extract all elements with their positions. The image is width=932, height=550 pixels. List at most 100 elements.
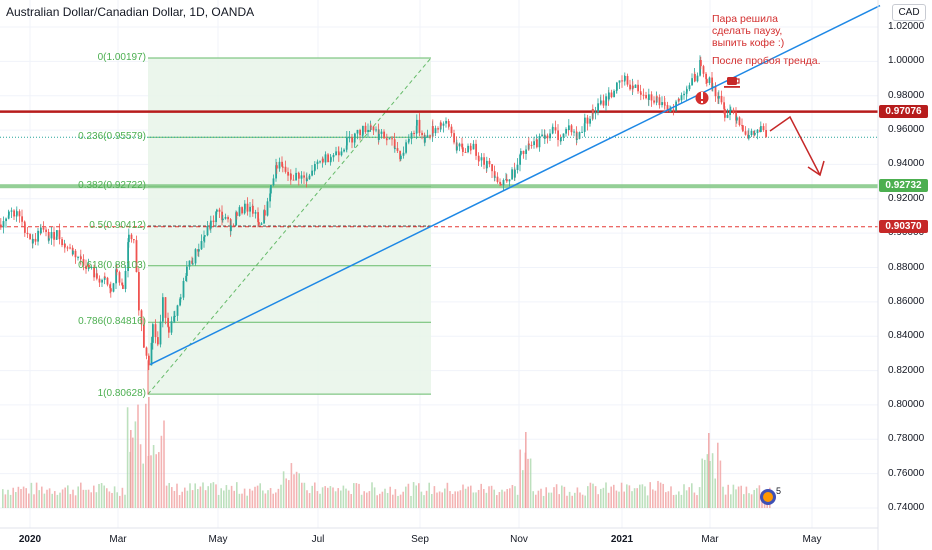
volume-bar: [384, 488, 386, 508]
price-tick-label: 0.76000: [888, 467, 925, 479]
trend-drawings[interactable]: [149, 4, 881, 505]
volume-bar: [132, 437, 134, 508]
volume-bar: [756, 488, 758, 508]
candle-body: [648, 94, 650, 100]
candle-body: [450, 126, 453, 134]
candle-body: [53, 232, 55, 240]
volume-bar: [199, 486, 202, 508]
candle-body: [198, 249, 200, 252]
candle-body: [106, 277, 109, 285]
volume-bar: [347, 490, 350, 508]
candle-body: [584, 117, 586, 124]
candle-body: [263, 210, 265, 224]
candle-body: [432, 126, 434, 134]
candle-body: [496, 176, 499, 182]
volume-bar: [111, 492, 113, 508]
candle-body: [388, 138, 391, 140]
candle-body: [10, 210, 13, 212]
volume-bar: [332, 487, 334, 508]
volume-bar: [233, 490, 235, 508]
candle-body: [182, 281, 185, 298]
candle-body: [408, 138, 410, 141]
candle-body: [260, 223, 263, 225]
candle-body: [216, 209, 218, 212]
candle-body: [204, 235, 206, 237]
volume-bar: [683, 484, 685, 508]
volume-bar: [678, 491, 680, 508]
volume-bar: [392, 494, 394, 508]
volume-bar: [236, 482, 238, 508]
price-tick-label: 0.86000: [888, 295, 925, 307]
volume-bar: [93, 485, 95, 508]
volume-bar: [124, 494, 126, 508]
volume-bar: [641, 484, 644, 508]
volume-bar: [620, 482, 623, 508]
candle-body: [437, 128, 439, 130]
volume-bar: [46, 489, 48, 508]
candle-body: [362, 125, 364, 135]
candle-body: [292, 179, 295, 181]
candle-body: [597, 103, 599, 113]
candle-body: [112, 283, 115, 292]
volume-bar: [743, 494, 745, 508]
time-tick-label: 2020: [18, 534, 42, 545]
volume-bar: [701, 458, 703, 508]
candle-body: [678, 98, 680, 101]
volume-bar: [25, 488, 27, 508]
volume-bar: [366, 492, 368, 508]
volume-bar: [33, 494, 35, 508]
candle-body: [48, 238, 50, 241]
volume-bar: [64, 487, 66, 508]
candle-body: [586, 117, 589, 124]
volume-bar: [571, 495, 573, 508]
price-tick-label: 1.00000: [888, 55, 925, 67]
candle-body: [194, 249, 197, 264]
candle-body: [287, 171, 289, 176]
price-tick-label: 0.84000: [888, 330, 925, 342]
candle-body: [222, 218, 224, 221]
horizontal-levels[interactable]: [0, 110, 878, 228]
candle-body: [270, 185, 272, 194]
candle-body: [127, 242, 129, 271]
fib-level-label: 0.618(0.88103): [78, 259, 146, 271]
candle-body: [314, 164, 316, 171]
candle-body: [8, 211, 10, 216]
volume-bar: [488, 486, 490, 508]
candle-body: [399, 150, 401, 160]
candle-body: [121, 282, 123, 285]
candle-body: [138, 272, 140, 311]
candle-body: [103, 276, 106, 280]
volume-bar: [719, 460, 722, 508]
candle-body: [754, 133, 756, 135]
volume-bar: [724, 494, 727, 508]
candle-body: [101, 279, 103, 283]
volume-bar: [394, 489, 397, 508]
candle-body: [541, 134, 543, 137]
volume-bar: [85, 489, 87, 508]
volume-bar: [574, 492, 576, 508]
candle-body: [391, 138, 393, 140]
candle-body: [393, 139, 396, 149]
candle-body: [583, 123, 586, 132]
currency-button[interactable]: CAD: [892, 4, 926, 21]
fibonacci-retracement[interactable]: [147, 57, 432, 395]
volume-bar: [272, 493, 274, 508]
volume-bar: [438, 491, 441, 508]
candle-body: [645, 94, 647, 99]
volume-bar: [623, 491, 625, 508]
volume-bar: [587, 486, 589, 508]
volume-bar: [267, 490, 269, 508]
candle-body: [290, 173, 292, 180]
volume-bar: [38, 490, 40, 508]
candle-body: [621, 80, 623, 82]
volume-bar: [748, 493, 750, 508]
candle-body: [319, 161, 321, 163]
volume-bar: [371, 482, 373, 508]
candle-body: [96, 273, 98, 279]
volume-bar: [152, 445, 155, 508]
volume-bar: [592, 483, 594, 508]
volume-bar: [223, 490, 225, 508]
volume-bar: [298, 473, 300, 508]
time-tick-label: Mar: [109, 534, 127, 545]
